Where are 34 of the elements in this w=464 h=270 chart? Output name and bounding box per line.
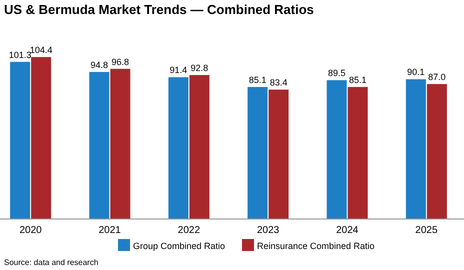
legend-label: Group Combined Ratio (133, 241, 226, 251)
bar (89, 72, 110, 219)
bar (406, 79, 426, 219)
data-label: 92.8 (190, 63, 208, 74)
bar (168, 77, 188, 219)
bar (348, 86, 368, 219)
bar (110, 68, 130, 219)
data-label: 85.1 (248, 74, 266, 85)
data-label: 91.4 (170, 65, 188, 76)
bar (248, 86, 268, 219)
bar (189, 75, 210, 219)
data-label: 83.4 (270, 78, 288, 88)
bar (426, 84, 447, 219)
data-label: 104.4 (30, 45, 52, 56)
legend-label: Reinsurance Combined Ratio (257, 241, 375, 251)
data-label: 96.8 (111, 56, 130, 67)
x-tick-label: 2021 (98, 225, 122, 236)
data-label: 85.1 (348, 74, 367, 85)
data-label: 94.8 (90, 60, 108, 70)
data-label: 89.5 (328, 68, 346, 78)
data-label: 101.3 (8, 50, 32, 60)
bar (326, 80, 347, 219)
data-label: 87.0 (428, 72, 446, 82)
source-note: Source: data and research (4, 258, 98, 267)
x-tick-label: 2020 (19, 225, 42, 236)
bar (10, 62, 30, 219)
bar (31, 57, 52, 219)
x-tick-label: 2025 (415, 225, 438, 236)
chart-title: US & Bermuda Market Trends — Combined Ratios (4, 2, 314, 17)
bar (268, 90, 289, 219)
data-label: 90.1 (407, 67, 425, 78)
x-tick-label: 2022 (178, 225, 200, 236)
x-tick-label: 2023 (256, 225, 280, 236)
x-tick-label: 2024 (336, 225, 359, 236)
